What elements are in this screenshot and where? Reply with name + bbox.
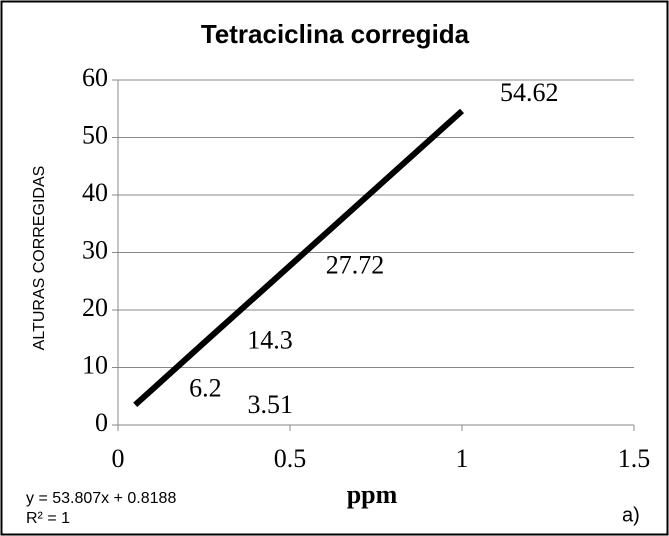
y-tick-label: 30 — [82, 235, 108, 264]
y-tick-label: 0 — [95, 408, 108, 437]
y-tick-label: 10 — [82, 350, 108, 379]
series-line — [133, 108, 465, 408]
y-tick-label: 20 — [82, 293, 108, 322]
x-axis-label: ppm — [347, 480, 398, 509]
data-label: 14.3 — [247, 326, 293, 355]
x-tick-label: 1 — [456, 444, 469, 473]
y-tick-label: 50 — [82, 120, 108, 149]
data-label: 54.62 — [500, 78, 559, 107]
data-label: 6.2 — [189, 373, 222, 402]
chart-title: Tetraciclina corregida — [201, 19, 470, 49]
y-axis-label: ALTURAS CORREGIDAS — [31, 166, 48, 351]
data-label: 3.51 — [247, 390, 293, 419]
equation: y = 53.807x + 0.8188 — [26, 490, 176, 507]
x-tick-label: 0 — [112, 444, 125, 473]
r-squared: R² = 1 — [26, 510, 70, 527]
data-label: 27.72 — [326, 251, 385, 280]
panel-label: a) — [622, 504, 640, 526]
x-tick-label: 1.5 — [618, 444, 651, 473]
x-tick-label: 0.5 — [274, 444, 307, 473]
y-tick-label: 60 — [82, 63, 108, 92]
y-tick-label: 40 — [82, 178, 108, 207]
